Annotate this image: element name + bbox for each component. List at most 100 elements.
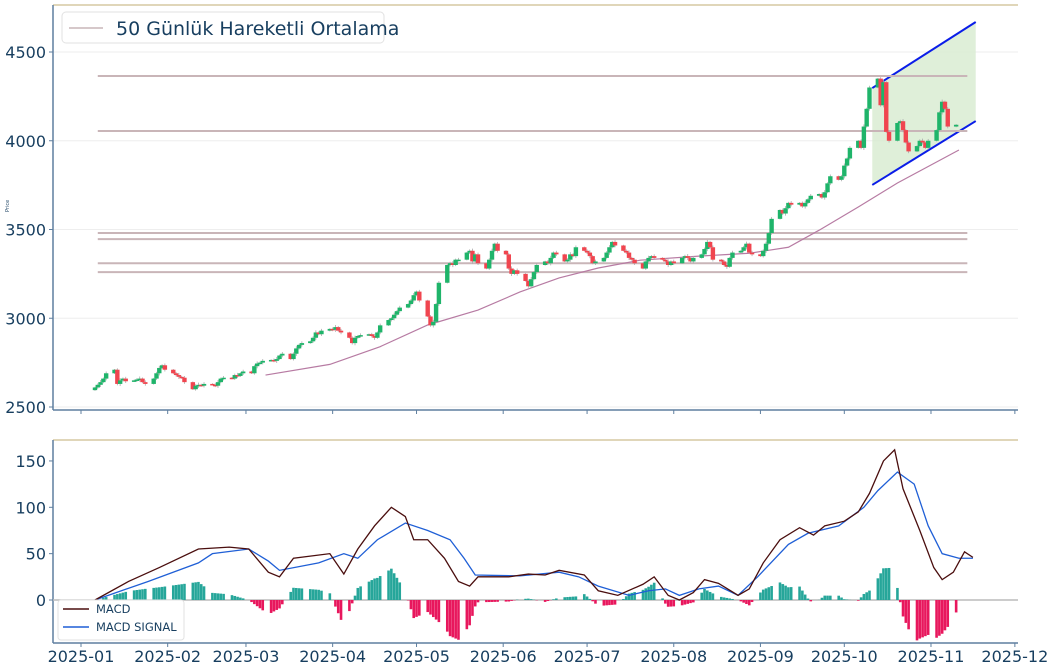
macd-histogram-bar xyxy=(681,600,684,605)
macd-histogram-bar xyxy=(124,592,127,600)
macd-histogram-bar xyxy=(790,587,793,600)
macd-histogram-bar xyxy=(488,600,491,602)
macd-histogram-bar xyxy=(919,600,922,639)
candle-body xyxy=(336,327,340,331)
macd-histogram-bar xyxy=(938,600,941,636)
candle-body xyxy=(864,109,868,127)
macd-histogram-bar xyxy=(524,599,527,600)
macd-histogram-bar xyxy=(781,584,784,600)
macd-histogram-bar xyxy=(298,588,301,600)
macd-histogram-bar xyxy=(686,600,689,604)
macd-histogram-bar xyxy=(368,582,371,600)
macd-histogram-bar xyxy=(798,587,801,600)
candle-body xyxy=(177,375,181,377)
macd-histogram-bar xyxy=(155,588,158,600)
macd-histogram-bar xyxy=(471,600,474,616)
candle-body xyxy=(96,385,100,388)
macd-histogram-bar xyxy=(751,600,754,602)
macd-tick-label: 100 xyxy=(15,498,46,517)
date-tick-label: 2025-08 xyxy=(640,647,707,666)
macd-histogram-bar xyxy=(340,600,343,620)
candle-body xyxy=(904,130,908,142)
candle-body xyxy=(588,253,592,257)
candle-body xyxy=(275,359,279,361)
candle-body xyxy=(630,258,634,260)
macd-histogram-bar xyxy=(700,593,703,600)
candle-body xyxy=(157,368,161,373)
candle-body xyxy=(98,382,102,385)
macd-histogram-bar xyxy=(415,600,418,617)
candle-body xyxy=(839,176,843,180)
macd-histogram-bar xyxy=(466,600,469,629)
macd-histogram-bar xyxy=(837,596,840,600)
candle-body xyxy=(627,253,631,258)
macd-histogram-bar xyxy=(253,600,256,604)
candle-body xyxy=(906,143,910,152)
macd-histogram-bar xyxy=(896,588,899,600)
macd-histogram-bar xyxy=(740,600,743,601)
candle-body xyxy=(549,258,553,263)
macd-histogram-bar xyxy=(468,600,471,625)
candle-body xyxy=(862,127,866,148)
macd-histogram-bar xyxy=(390,569,393,600)
macd-histogram-bar xyxy=(387,571,390,600)
candle-body xyxy=(495,244,499,251)
macd-histogram-bar xyxy=(485,600,488,602)
macd-histogram-bar xyxy=(670,600,673,607)
candle-body xyxy=(431,322,435,326)
candle-body xyxy=(895,123,899,141)
legend-macd-label: MACD xyxy=(96,602,131,616)
macd-histogram-bar xyxy=(706,590,709,600)
candle-body xyxy=(700,254,704,258)
candle-body xyxy=(747,244,751,253)
candle-body xyxy=(554,253,558,255)
date-tick-label: 2025-05 xyxy=(383,647,450,666)
macd-histogram-bar xyxy=(664,600,667,604)
candle-body xyxy=(848,148,852,159)
candle-body xyxy=(389,318,393,320)
candle-body xyxy=(140,379,144,383)
macd-histogram-bar xyxy=(586,597,589,600)
macd-histogram-bar xyxy=(180,584,183,600)
candle-body xyxy=(730,253,734,258)
candle-body xyxy=(93,387,97,390)
macd-histogram-bar xyxy=(432,600,435,617)
macd-histogram-bar xyxy=(905,600,908,623)
candle-body xyxy=(954,125,958,127)
price-tick-label: 4500 xyxy=(5,43,46,62)
macd-histogram-bar xyxy=(379,576,382,600)
candle-body xyxy=(261,361,265,363)
candle-body xyxy=(663,260,667,262)
macd-histogram-bar xyxy=(233,596,236,600)
candle-body xyxy=(258,363,262,365)
candle-body xyxy=(613,242,617,246)
price-ylabel: Price xyxy=(5,200,11,212)
candle-body xyxy=(294,348,298,353)
macd-histogram-bar xyxy=(924,600,927,636)
macd-histogram-bar xyxy=(608,600,611,605)
candle-body xyxy=(375,332,379,337)
macd-tick-label: 50 xyxy=(26,545,46,564)
macd-histogram-bar xyxy=(457,600,460,640)
candle-body xyxy=(465,253,469,260)
macd-histogram-bar xyxy=(647,587,650,600)
macd-histogram-bar xyxy=(152,588,155,600)
macd-histogram-bar xyxy=(141,589,144,600)
macd-histogram-bar xyxy=(575,596,578,600)
candle-body xyxy=(867,88,871,109)
macd-histogram-bar xyxy=(589,599,592,600)
candle-body xyxy=(182,378,186,382)
macd-histogram-bar xyxy=(376,578,379,600)
macd-histogram-bar xyxy=(317,590,320,600)
candle-body xyxy=(252,366,256,373)
macd-histogram-bar xyxy=(203,586,206,600)
candle-body xyxy=(806,199,810,203)
macd-tick-label: 150 xyxy=(15,452,46,471)
macd-histogram-bar xyxy=(720,597,723,600)
candle-body xyxy=(845,159,849,166)
macd-histogram-bar xyxy=(452,600,455,637)
macd-histogram-bar xyxy=(359,586,362,600)
macd-histogram-bar xyxy=(843,599,846,600)
candle-body xyxy=(151,379,155,384)
macd-histogram-bar xyxy=(902,600,905,616)
